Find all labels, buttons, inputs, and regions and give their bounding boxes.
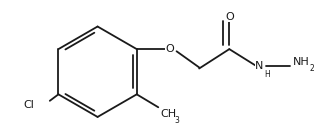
- Text: Cl: Cl: [24, 100, 35, 110]
- Text: O: O: [225, 12, 234, 22]
- Text: NH: NH: [293, 57, 310, 67]
- Text: CH: CH: [160, 109, 176, 119]
- Text: N: N: [255, 61, 264, 71]
- Text: H: H: [265, 70, 270, 79]
- Text: O: O: [165, 44, 174, 54]
- Text: 3: 3: [175, 116, 180, 125]
- Text: 2: 2: [309, 64, 314, 73]
